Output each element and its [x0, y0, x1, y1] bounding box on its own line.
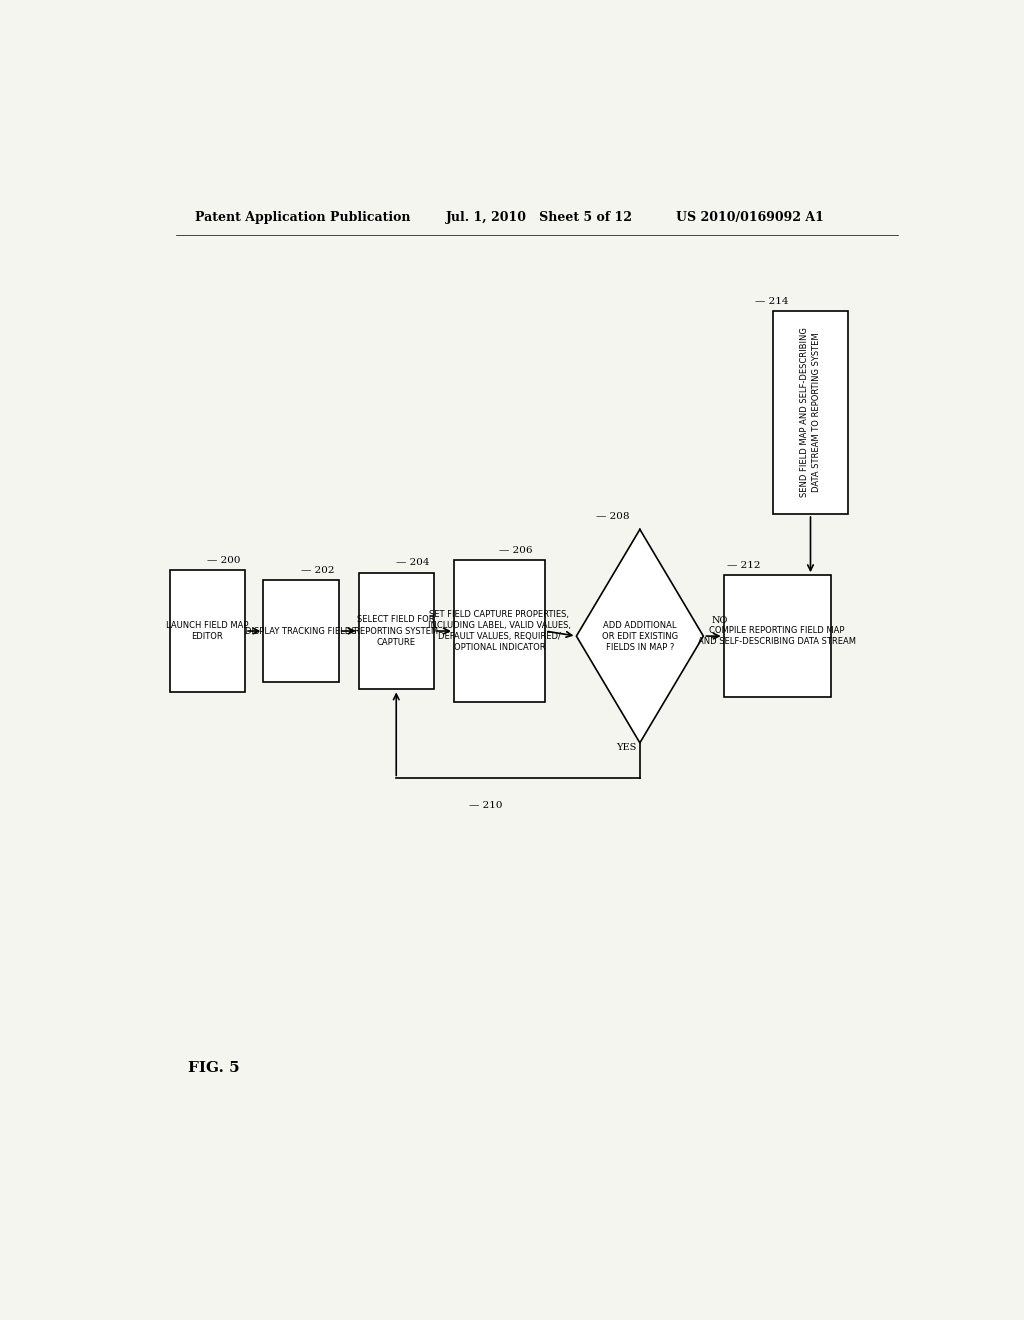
Text: SEND FIELD MAP AND SELF-DESCRIBING
DATA STREAM TO REPORTING SYSTEM: SEND FIELD MAP AND SELF-DESCRIBING DATA …: [801, 327, 820, 498]
Bar: [170, 570, 245, 692]
Text: NO: NO: [712, 616, 728, 626]
Text: — 202: — 202: [301, 566, 335, 576]
Text: — 208: — 208: [596, 512, 630, 521]
Text: LAUNCH FIELD MAP
EDITOR: LAUNCH FIELD MAP EDITOR: [166, 620, 249, 642]
Text: SET FIELD CAPTURE PROPERTIES,
INCLUDING LABEL, VALID VALUES,
DEFAULT VALUES, REQ: SET FIELD CAPTURE PROPERTIES, INCLUDING …: [428, 610, 571, 652]
Bar: [773, 312, 848, 515]
Text: — 204: — 204: [396, 558, 430, 568]
Text: FIG. 5: FIG. 5: [187, 1061, 240, 1074]
Bar: [454, 560, 545, 702]
Text: US 2010/0169092 A1: US 2010/0169092 A1: [676, 211, 823, 224]
Text: ADD ADDITIONAL
OR EDIT EXISTING
FIELDS IN MAP ?: ADD ADDITIONAL OR EDIT EXISTING FIELDS I…: [602, 620, 678, 652]
Polygon shape: [577, 529, 703, 743]
Text: — 214: — 214: [755, 297, 788, 306]
Text: — 212: — 212: [727, 561, 761, 570]
Bar: [724, 576, 830, 697]
Text: SELECT FIELD FOR
REPORTING SYSTEM
CAPTURE: SELECT FIELD FOR REPORTING SYSTEM CAPTUR…: [354, 615, 438, 647]
Bar: [358, 573, 434, 689]
Bar: [263, 581, 339, 682]
Text: YES: YES: [616, 743, 637, 752]
Text: DISPLAY TRACKING FIELDS: DISPLAY TRACKING FIELDS: [246, 627, 356, 635]
Text: Jul. 1, 2010   Sheet 5 of 12: Jul. 1, 2010 Sheet 5 of 12: [445, 211, 633, 224]
Text: — 206: — 206: [500, 545, 532, 554]
Text: COMPILE REPORTING FIELD MAP
AND SELF-DESCRIBING DATA STREAM: COMPILE REPORTING FIELD MAP AND SELF-DES…: [698, 626, 856, 647]
Text: — 210: — 210: [469, 801, 503, 809]
Text: Patent Application Publication: Patent Application Publication: [196, 211, 411, 224]
Text: — 200: — 200: [207, 556, 241, 565]
